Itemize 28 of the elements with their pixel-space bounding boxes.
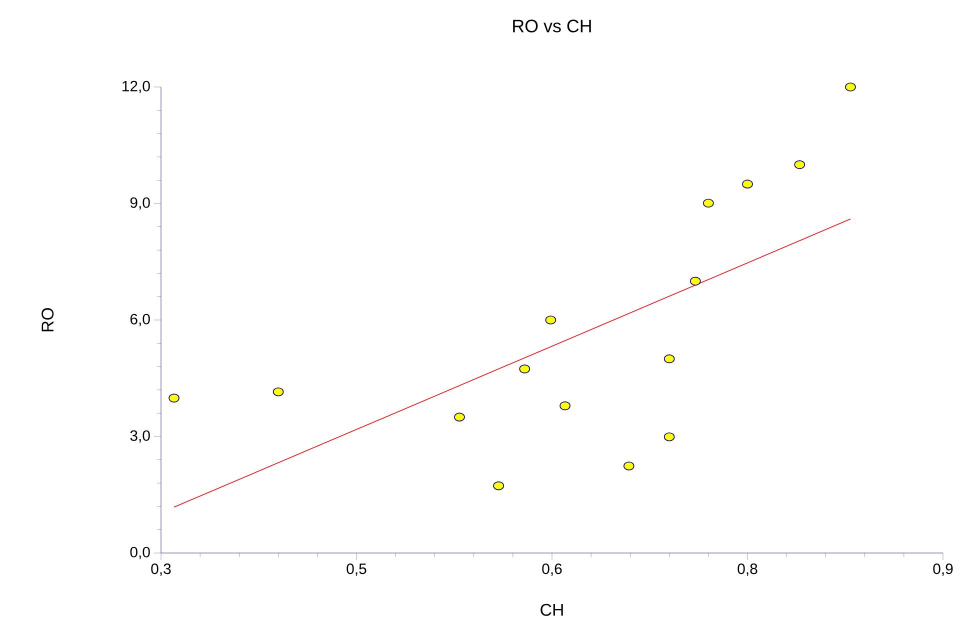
y-axis-title: RO: [42, 308, 54, 332]
y-tick-label: 6,0: [130, 314, 150, 326]
x-axis-title: CH: [540, 604, 563, 616]
y-tick-label: 3,0: [130, 430, 150, 443]
y-tick-label: 12,0: [122, 80, 150, 94]
x-tick-label: 0,9: [933, 564, 953, 576]
x-tick-label: 0,8: [738, 564, 758, 576]
point: [794, 160, 806, 170]
chart-title: RO vs CH: [513, 20, 591, 32]
y-tick-label: 0,0: [130, 546, 150, 560]
point: [560, 401, 570, 410]
x-tick-label: 0,5: [346, 564, 366, 576]
point: [690, 276, 701, 286]
point: [493, 481, 504, 490]
x-tick-label: 0,6: [542, 564, 562, 576]
point: [519, 364, 530, 374]
point: [845, 82, 856, 92]
point: [168, 394, 180, 402]
x-tick-label: 0,3: [151, 564, 171, 576]
point: [545, 316, 556, 324]
point: [742, 180, 753, 188]
point: [703, 198, 714, 208]
point: [272, 387, 284, 396]
point: [454, 412, 465, 422]
point: [664, 432, 675, 442]
point: [664, 354, 675, 364]
y-tick-label: 9,0: [130, 197, 150, 210]
point: [624, 462, 634, 470]
